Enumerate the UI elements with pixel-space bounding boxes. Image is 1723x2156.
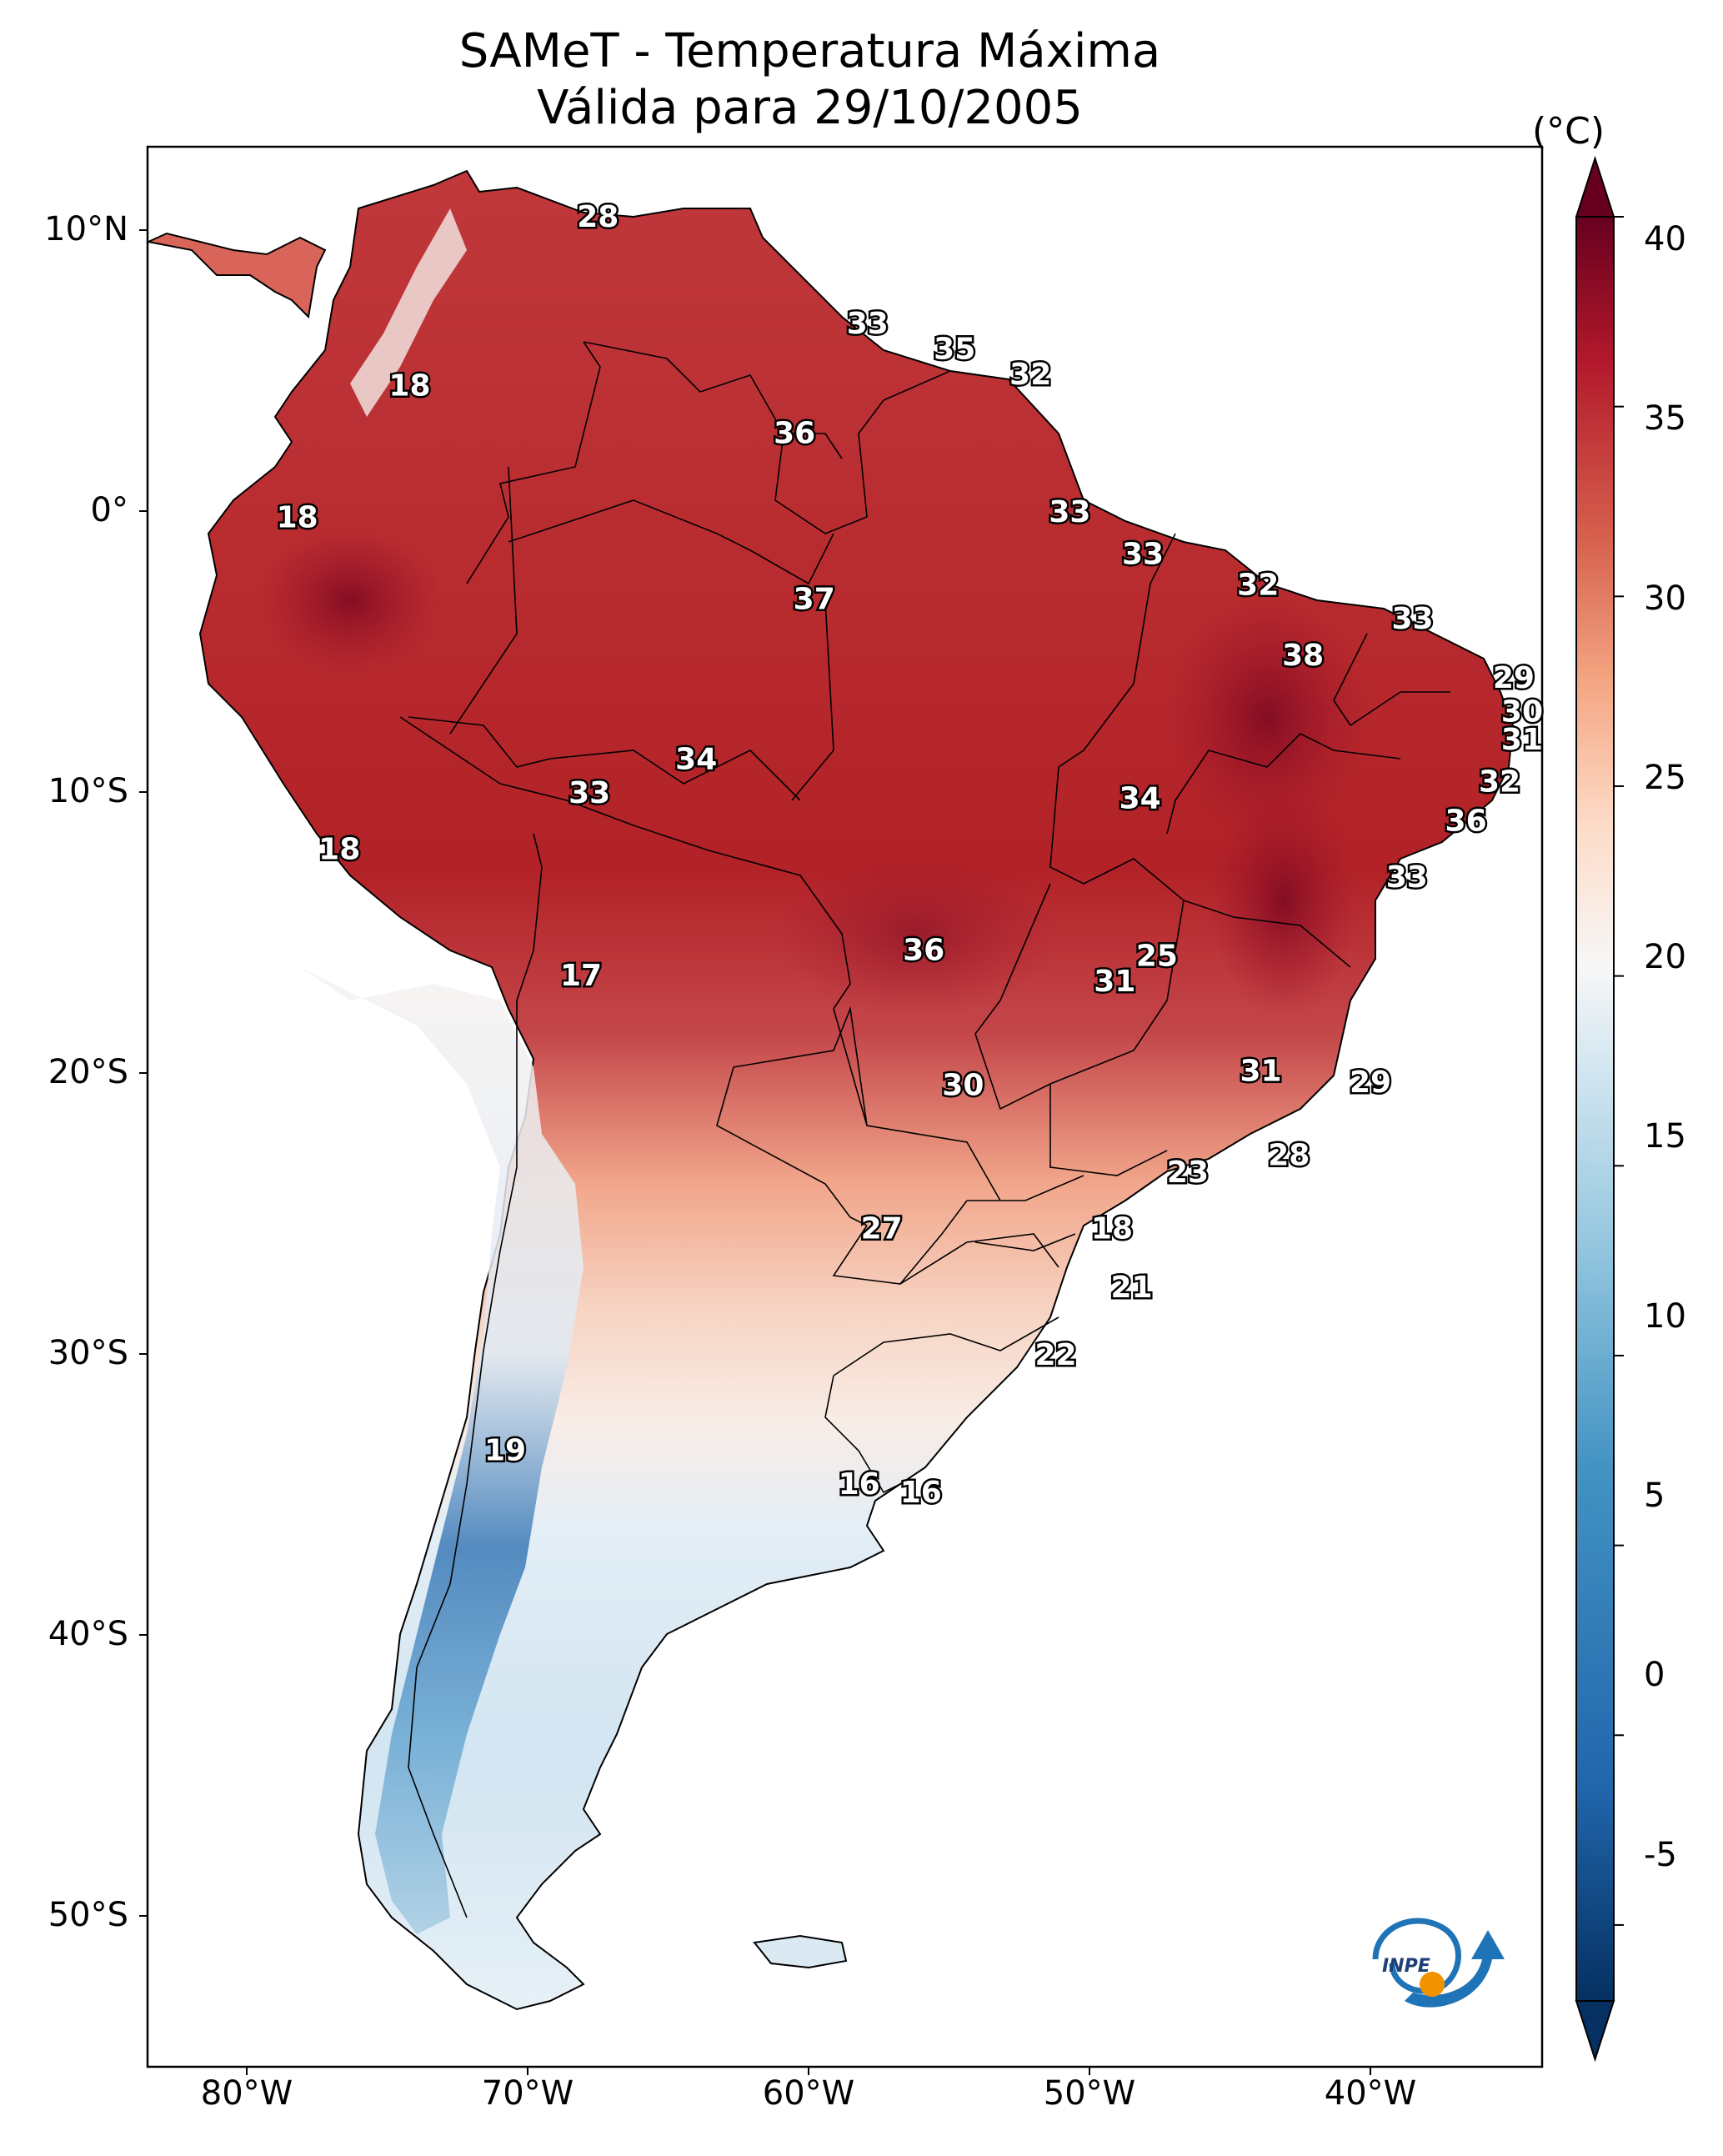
map-subtitle: Válida para 29/10/2005 xyxy=(537,81,1083,135)
lon-label-40w: 40°W xyxy=(1324,2074,1417,2113)
andes-north-cool-band xyxy=(350,208,467,417)
temperature-label: 22 xyxy=(1035,1338,1077,1372)
inpe-logo-icon: INPE xyxy=(1372,1918,1505,2008)
temperature-label: 36 xyxy=(1445,805,1487,839)
falkland-islands xyxy=(753,1934,848,1969)
andes-cool-band xyxy=(300,967,584,1934)
colorbar-tick-15: 15 xyxy=(1644,1117,1686,1156)
colorbar-unit: (°C) xyxy=(1532,110,1605,153)
temperature-label: 32 xyxy=(1237,569,1279,603)
temperature-label: 28 xyxy=(1268,1139,1310,1173)
colorbar-tick-35: 35 xyxy=(1644,399,1686,438)
temperature-label: 33 xyxy=(1122,538,1164,572)
colorbar-tick-40: 40 xyxy=(1644,220,1686,258)
map-title: SAMeT - Temperatura Máxima xyxy=(458,24,1161,78)
temperature-label: 21 xyxy=(1110,1271,1152,1305)
lon-label-70w: 70°W xyxy=(481,2074,574,2113)
temperature-label: 31 xyxy=(1501,723,1543,757)
temperature-label: 17 xyxy=(560,959,602,993)
colorbar-tick-25: 25 xyxy=(1644,759,1686,797)
south-america-landmass xyxy=(145,169,1515,2011)
colorbar-tick-10: 10 xyxy=(1644,1297,1686,1336)
lat-label-20s: 20°S xyxy=(48,1053,128,1091)
temperature-label: 30 xyxy=(942,1068,984,1102)
country-borders xyxy=(399,341,1450,1918)
temperature-label: 33 xyxy=(1049,495,1090,529)
lon-label-60w: 60°W xyxy=(762,2074,855,2113)
lat-label-30s: 30°S xyxy=(48,1334,128,1372)
lat-label-40s: 40°S xyxy=(48,1615,128,1653)
temperature-label: 18 xyxy=(277,501,318,535)
axis-ticks xyxy=(139,229,1371,2075)
temperature-label: 32 xyxy=(1009,358,1051,392)
temperature-label: 31 xyxy=(1094,965,1135,999)
temperature-label: 38 xyxy=(1282,639,1324,673)
temperature-label: 18 xyxy=(388,369,430,403)
colorbar xyxy=(1575,155,1624,2063)
lat-label-0: 0° xyxy=(90,491,128,529)
lat-label-10n: 10°N xyxy=(44,210,128,248)
colorbar-tick-5: 5 xyxy=(1644,1477,1665,1515)
temperature-label: 34 xyxy=(1119,782,1161,816)
lat-label-50s: 50°S xyxy=(48,1896,128,1934)
temperature-label: 16 xyxy=(900,1476,942,1510)
temperature-label: 18 xyxy=(318,832,360,866)
temperature-label: 19 xyxy=(484,1434,526,1468)
temperature-label: 28 xyxy=(577,200,619,234)
temperature-label: 33 xyxy=(568,776,610,810)
temperature-label: 36 xyxy=(903,934,944,968)
temperature-label: 37 xyxy=(794,582,835,616)
temperature-label: 16 xyxy=(839,1467,880,1502)
temperature-label: 18 xyxy=(1091,1211,1133,1246)
colorbar-tick-30: 30 xyxy=(1644,579,1686,618)
temperature-label: 33 xyxy=(1391,602,1433,636)
central-america xyxy=(145,232,327,319)
temperature-label: 36 xyxy=(774,417,815,451)
temperature-label: 25 xyxy=(1136,939,1178,973)
temperature-label: 23 xyxy=(1167,1156,1209,1190)
temperature-label: 33 xyxy=(1386,860,1428,895)
svg-text:INPE: INPE xyxy=(1382,1956,1430,1977)
colorbar-min-arrow xyxy=(1575,2000,1615,2063)
temperature-label: 34 xyxy=(675,743,717,777)
temperature-label: 27 xyxy=(861,1211,903,1246)
temperature-label: 30 xyxy=(1501,694,1543,729)
temperature-label: 35 xyxy=(934,333,975,367)
temperature-label: 31 xyxy=(1240,1055,1282,1089)
temperature-label: 33 xyxy=(847,307,889,341)
temperature-label: 32 xyxy=(1479,765,1520,800)
colorbar-max-arrow xyxy=(1575,155,1615,218)
temperature-label: 29 xyxy=(1350,1065,1391,1100)
lon-label-50w: 50°W xyxy=(1043,2074,1136,2113)
colorbar-tick-0: 0 xyxy=(1644,1656,1665,1694)
colorbar-tick-20: 20 xyxy=(1644,938,1686,976)
colorbar-gradient xyxy=(1576,217,1614,2001)
colorbar-tick-minus5: -5 xyxy=(1644,1836,1677,1874)
temperature-label: 29 xyxy=(1493,661,1535,695)
lat-label-10s: 10°S xyxy=(48,772,128,810)
lon-label-80w: 80°W xyxy=(200,2074,293,2113)
